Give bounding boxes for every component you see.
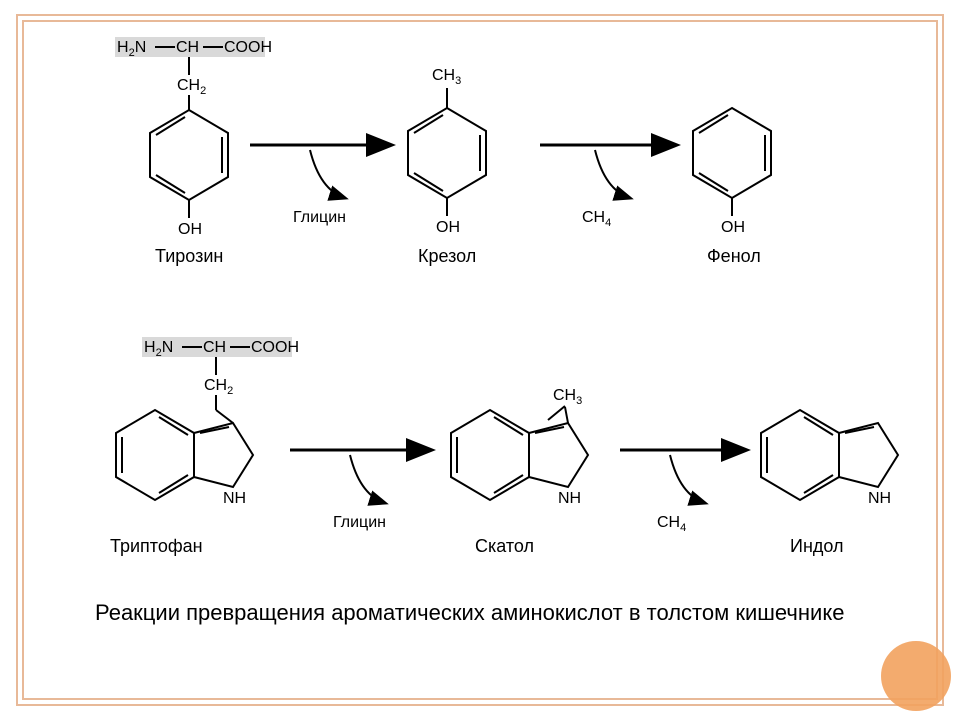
svg-text:CH: CH bbox=[203, 339, 226, 356]
svg-text:CH2: CH2 bbox=[204, 377, 233, 397]
svg-text:CH2: CH2 bbox=[177, 77, 206, 97]
svg-text:OH: OH bbox=[178, 221, 202, 238]
tyrosine-structure: H2N CH COOH CH2 OH Тирозин bbox=[115, 37, 272, 266]
byproduct-glycine-2: Глицин bbox=[333, 514, 386, 531]
cresol-label: Крезол bbox=[418, 246, 476, 266]
slide: H2N CH COOH CH2 OH Тирозин Глицин bbox=[0, 0, 960, 720]
arrow-tyr-to-cresol: Глицин bbox=[250, 145, 390, 226]
phenol-structure: OH Фенол bbox=[693, 108, 771, 266]
byproduct-ch4-2: CH4 bbox=[657, 514, 686, 534]
tyrosine-label: Тирозин bbox=[155, 246, 223, 266]
svg-text:NH: NH bbox=[868, 490, 891, 507]
arrow-cresol-to-phenol: CH4 bbox=[540, 145, 675, 229]
indole-structure: NH Индол bbox=[761, 410, 898, 556]
byproduct-glycine-1: Глицин bbox=[293, 209, 346, 226]
arrow-skatole-to-indole: CH4 bbox=[620, 450, 745, 534]
svg-text:CH3: CH3 bbox=[432, 67, 461, 87]
svg-text:COOH: COOH bbox=[251, 339, 299, 356]
cresol-structure: CH3 OH Крезол bbox=[408, 67, 486, 266]
svg-text:COOH: COOH bbox=[224, 39, 272, 56]
svg-text:NH: NH bbox=[223, 490, 246, 507]
skatole-label: Скатол bbox=[475, 536, 534, 556]
skatole-structure: CH3 NH Скатол bbox=[451, 387, 588, 556]
caption: Реакции превращения ароматических аминок… bbox=[95, 600, 844, 626]
tryptophan-label: Триптофан bbox=[110, 536, 203, 556]
arrow-trp-to-skatole: Глицин bbox=[290, 450, 430, 531]
phenol-label: Фенол bbox=[707, 246, 761, 266]
indole-label: Индол bbox=[790, 536, 844, 556]
svg-text:CH3: CH3 bbox=[553, 387, 582, 407]
svg-text:NH: NH bbox=[558, 490, 581, 507]
byproduct-ch4-1: CH4 bbox=[582, 209, 611, 229]
svg-text:CH: CH bbox=[176, 39, 199, 56]
svg-text:OH: OH bbox=[721, 219, 745, 236]
svg-text:OH: OH bbox=[436, 219, 460, 236]
tryptophan-structure: H2N CH COOH CH2 NH Т bbox=[110, 337, 299, 556]
